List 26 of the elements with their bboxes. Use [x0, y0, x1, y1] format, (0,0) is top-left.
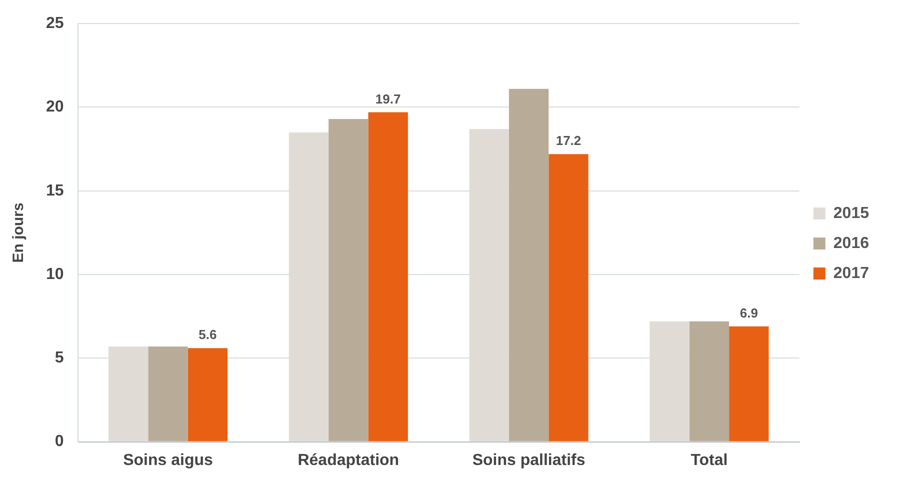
data-label: 17.2: [556, 133, 582, 148]
data-label: 5.6: [198, 327, 217, 342]
y-tick-label: 10: [46, 266, 64, 283]
data-label: 19.7: [375, 91, 401, 106]
y-tick-label: 0: [54, 433, 64, 450]
legend-label: 2016: [833, 234, 870, 252]
y-tick-label: 15: [46, 182, 64, 200]
bar: [328, 118, 368, 442]
bar: [548, 154, 588, 442]
data-label: 6.9: [740, 305, 758, 320]
bar: [508, 88, 549, 442]
bar: [148, 346, 188, 442]
y-tick-label: 5: [54, 350, 64, 367]
x-tick-label: Réadaptation: [298, 452, 400, 469]
x-tick-label: Soins palliatifs: [472, 452, 586, 469]
x-tick-label: Total: [690, 452, 728, 469]
legend-label: 2015: [833, 204, 870, 222]
bar: [689, 321, 730, 442]
bar: [188, 348, 228, 442]
bar: [729, 326, 769, 442]
y-tick-label: 25: [46, 15, 64, 32]
y-tick-label: 20: [46, 98, 64, 116]
legend-label: 2017: [833, 264, 870, 282]
y-axis-title: En jours: [10, 202, 28, 263]
bar: [368, 112, 408, 442]
x-tick-label: Soins aigus: [123, 452, 213, 469]
